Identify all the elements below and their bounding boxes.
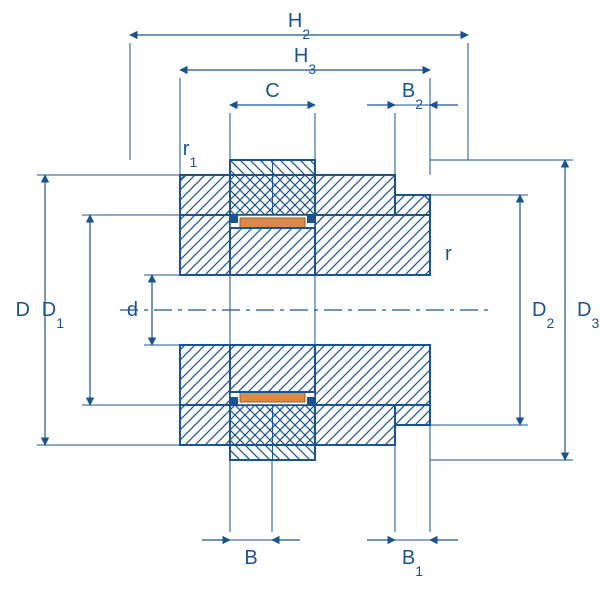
svg-text:D3: D3 <box>577 299 599 331</box>
svg-text:D2: D2 <box>532 299 554 331</box>
svg-text:B: B <box>244 547 257 569</box>
svg-text:r: r <box>445 243 452 265</box>
bearing-diagram: H2H3CB2BB1DD1dD2D3r1r <box>0 0 600 600</box>
svg-text:H3: H3 <box>294 45 316 77</box>
svg-text:r1: r1 <box>183 138 198 170</box>
svg-text:B2: B2 <box>402 80 423 112</box>
svg-text:d: d <box>127 299 138 321</box>
svg-text:H2: H2 <box>288 10 310 42</box>
svg-text:C: C <box>265 80 279 102</box>
svg-text:B1: B1 <box>402 547 423 579</box>
svg-text:D: D <box>16 299 30 321</box>
